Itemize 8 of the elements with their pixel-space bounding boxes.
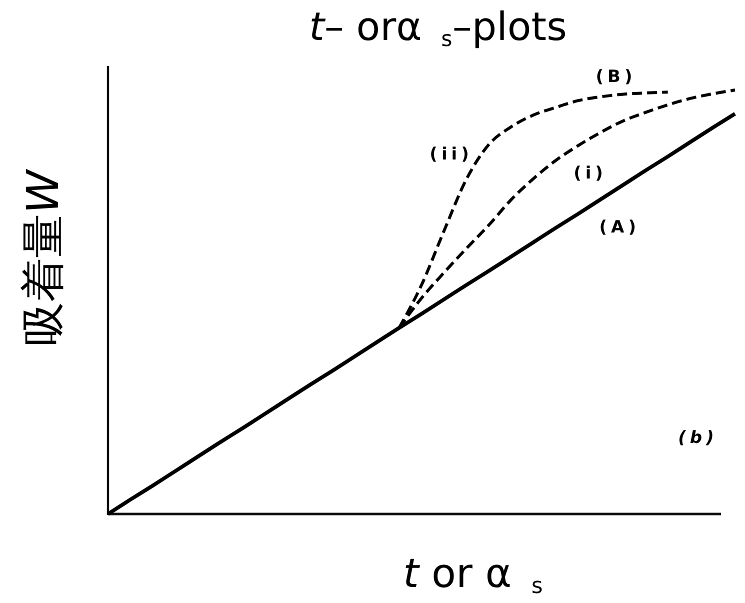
series-label: (i) [574, 164, 607, 184]
series-label: (A) [599, 217, 640, 238]
chart-title: t– orα$_{s}$–plots [309, 5, 567, 52]
text: (B) [596, 67, 636, 87]
x-axis-title: t or α$_{s}$ [403, 551, 543, 600]
annotation: (b) [678, 428, 718, 448]
series-label: (ii) [430, 144, 473, 164]
y-axis-title: 吸着量W [18, 168, 69, 346]
